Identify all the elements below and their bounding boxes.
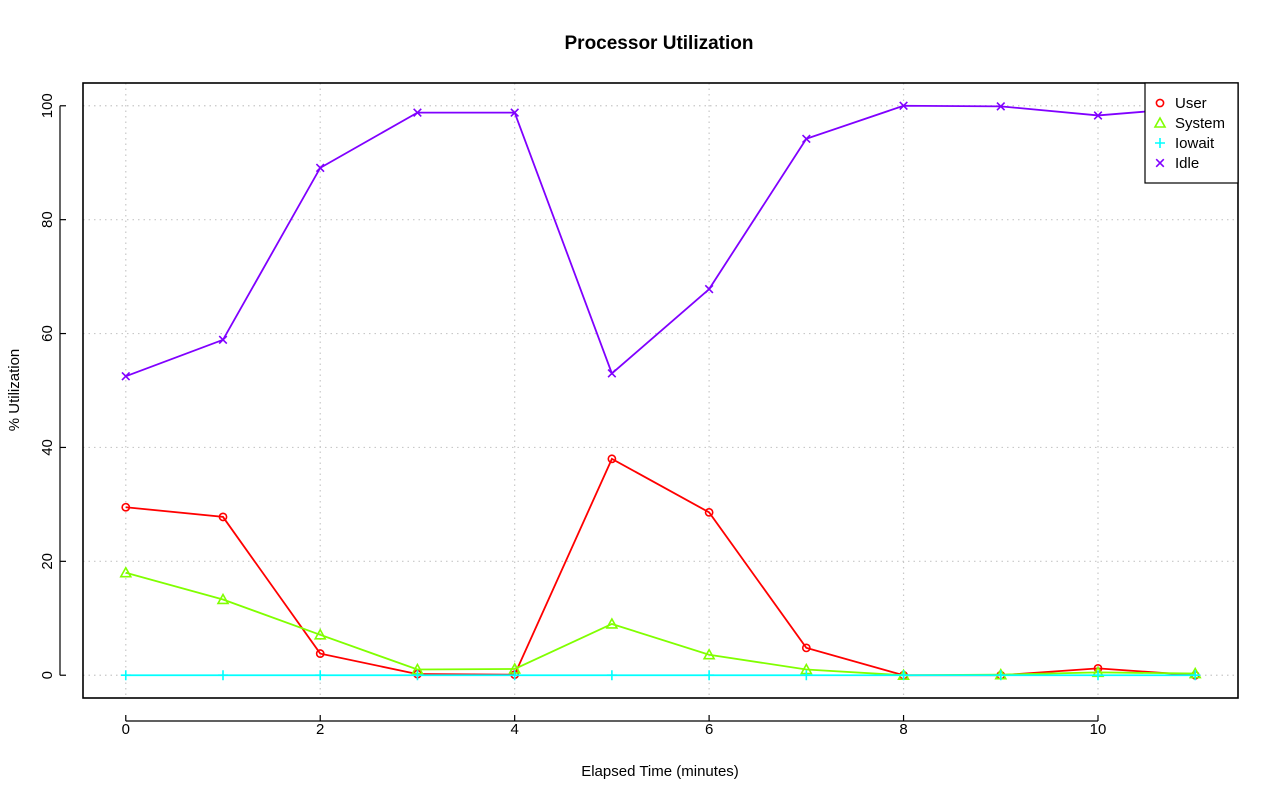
data-point — [313, 628, 327, 640]
grid — [83, 83, 1238, 698]
data-point — [607, 369, 617, 378]
series-line — [125, 571, 1196, 677]
data-point — [995, 670, 1006, 681]
series-iowait — [120, 670, 1201, 681]
data-point — [704, 284, 714, 294]
x-tick-label: 10 — [1090, 721, 1107, 738]
data-point — [606, 670, 617, 681]
data-point — [801, 643, 811, 653]
data-point — [704, 507, 714, 517]
legend-label: Idle — [1175, 155, 1199, 172]
data-point — [1093, 670, 1103, 681]
x-axis-label: Elapsed Time (minutes) — [581, 763, 739, 780]
x-tick-label: 6 — [705, 721, 713, 738]
data-point — [121, 371, 131, 381]
data-point — [412, 670, 423, 681]
y-tick-label: 80 — [39, 211, 56, 228]
series-system — [119, 566, 1202, 681]
legend-marker — [1153, 116, 1167, 128]
legend: User System Iowait Idle — [1144, 82, 1239, 184]
data-point — [218, 512, 228, 522]
y-tick-label: 100 — [39, 93, 56, 118]
y-tick-label: 40 — [39, 439, 56, 456]
data-point — [218, 670, 228, 681]
y-tick-label: 20 — [39, 553, 56, 570]
data-point — [1093, 111, 1103, 120]
y-tick-label: 60 — [39, 325, 56, 342]
data-point — [702, 648, 716, 660]
series-line — [125, 104, 1196, 378]
data-point — [413, 108, 422, 117]
data-point — [899, 101, 908, 111]
data-point — [704, 670, 715, 681]
data-point — [315, 163, 325, 173]
legend-label: Iowait — [1175, 135, 1215, 152]
legend-item: Iowait — [1155, 135, 1215, 152]
legend-label: User — [1175, 95, 1207, 112]
data-point — [1190, 670, 1201, 681]
data-point — [315, 670, 326, 681]
data-point — [121, 502, 131, 512]
data-point — [510, 108, 520, 117]
data-point — [801, 134, 811, 144]
chart-title: Processor Utilization — [565, 33, 754, 54]
legend-item: Idle — [1155, 155, 1199, 172]
data-point — [607, 454, 617, 464]
data-point — [119, 566, 133, 578]
x-tick-label: 8 — [899, 721, 907, 738]
series-line — [125, 457, 1196, 677]
y-tick-label: 0 — [39, 671, 56, 679]
y-axis-label: % Utilization — [6, 349, 23, 432]
data-point — [315, 649, 325, 658]
legend-item: System — [1153, 115, 1225, 132]
plot-frame — [82, 82, 1239, 699]
data-point — [898, 670, 909, 681]
data-point — [605, 617, 619, 629]
data-point — [996, 101, 1006, 111]
legend-marker — [1155, 138, 1165, 148]
data-point — [509, 670, 520, 681]
data-point — [120, 670, 131, 681]
x-tick-label: 4 — [510, 721, 518, 738]
data-point — [218, 335, 228, 345]
x-tick-label: 0 — [122, 721, 130, 738]
legend-marker — [1155, 98, 1165, 108]
legend-item: User — [1155, 95, 1207, 112]
series-layer — [119, 101, 1202, 681]
data-point — [801, 670, 812, 681]
data-point — [216, 592, 230, 605]
legend-marker — [1155, 158, 1165, 168]
series-user — [121, 454, 1200, 680]
x-tick-label: 2 — [316, 721, 324, 738]
series-idle — [121, 101, 1200, 381]
legend-label: System — [1175, 115, 1225, 132]
